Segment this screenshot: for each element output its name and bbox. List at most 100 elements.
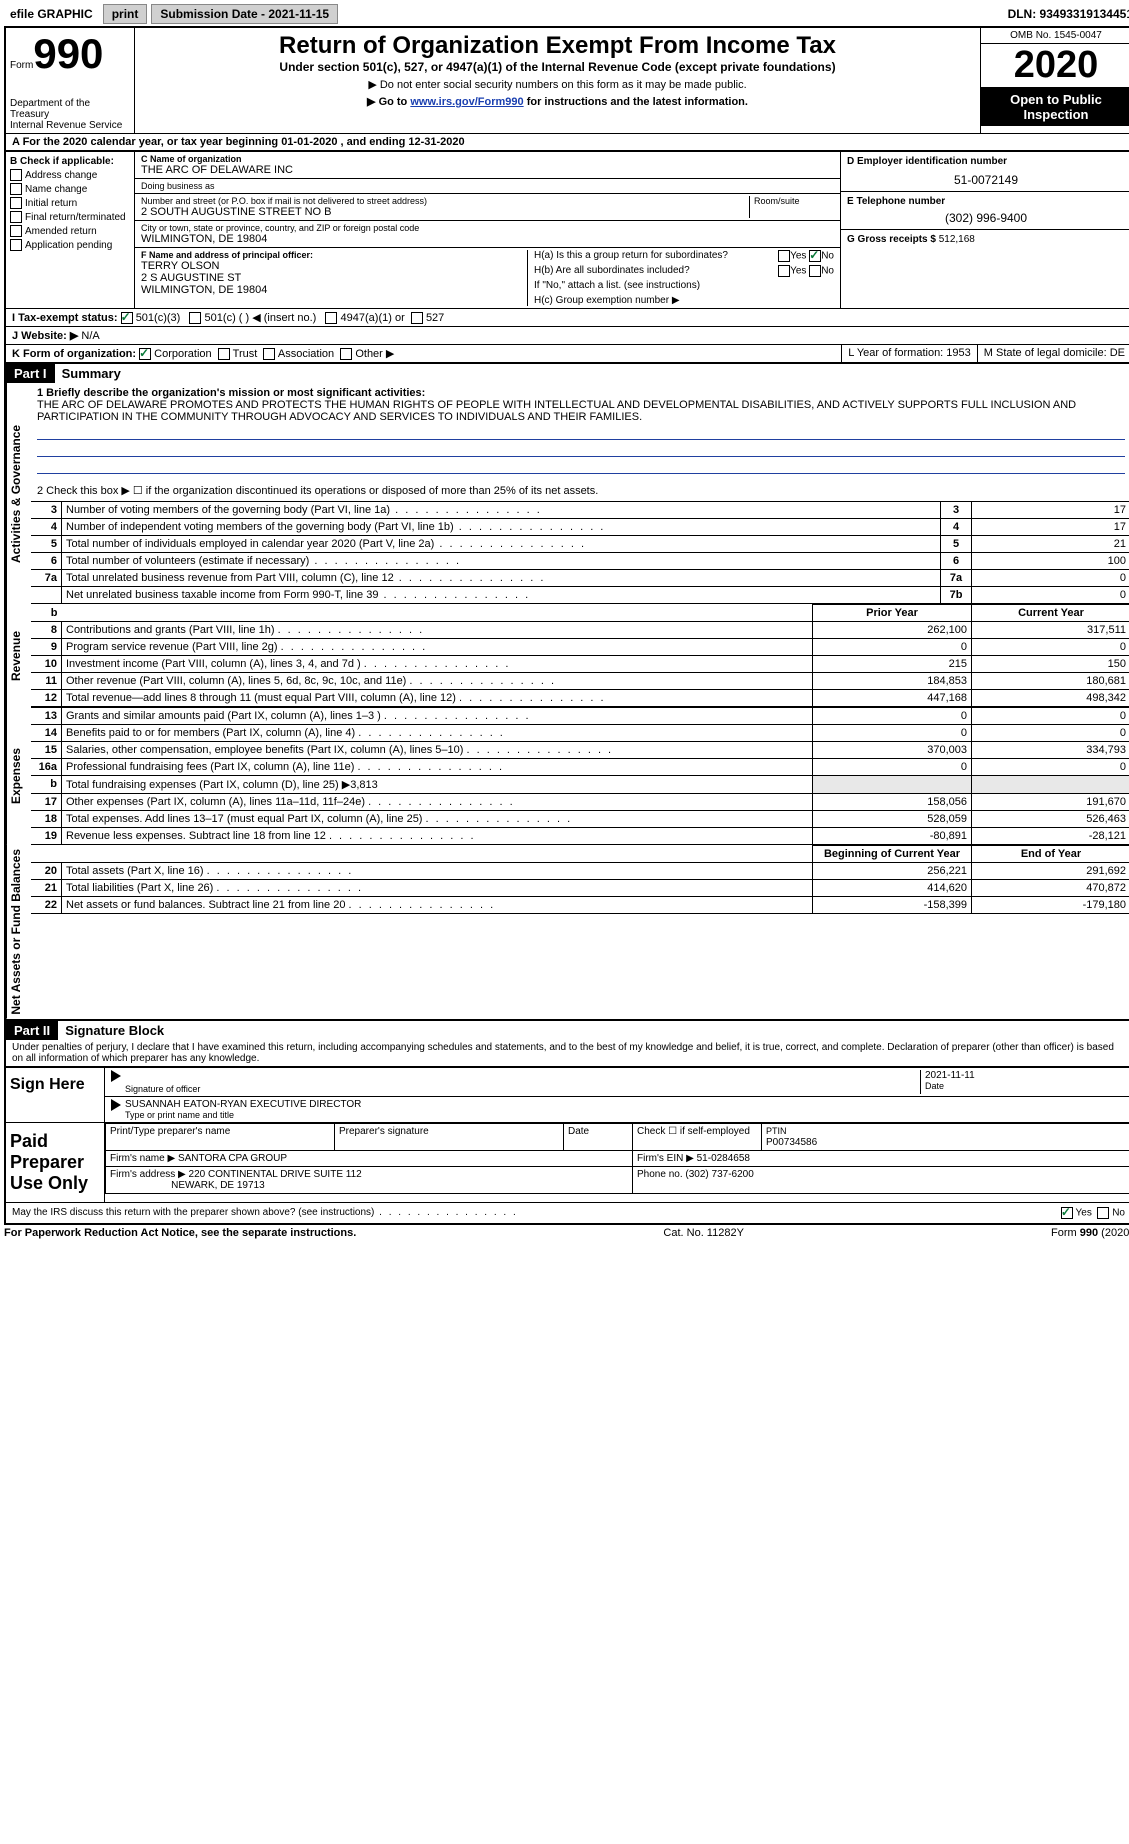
part1-title: Summary (58, 366, 121, 381)
chk-trust[interactable] (218, 348, 230, 360)
gross-receipts-value: 512,168 (939, 234, 975, 245)
tax-period-row: A For the 2020 calendar year, or tax yea… (4, 133, 1129, 150)
print-button[interactable]: print (103, 4, 148, 24)
submission-date-label: Submission Date - 2021-11-15 (151, 4, 338, 24)
firm-addr1: 220 CONTINENTAL DRIVE SUITE 112 (189, 1169, 362, 1180)
firm-name: SANTORA CPA GROUP (178, 1153, 287, 1164)
opt-527: 527 (426, 312, 444, 324)
form-prefix-text: Form (10, 60, 33, 71)
chk-501c3[interactable] (121, 312, 133, 324)
org-name: THE ARC OF DELAWARE INC (141, 164, 834, 176)
ha-yes-chk[interactable] (778, 250, 790, 262)
chk-final-return[interactable] (10, 211, 22, 223)
chk-527[interactable] (411, 312, 423, 324)
phone-label: E Telephone number (847, 196, 1125, 207)
table-row: 4Number of independent voting members of… (31, 519, 1129, 536)
street-label: Number and street (or P.O. box if mail i… (141, 196, 749, 206)
chk-4947[interactable] (325, 312, 337, 324)
chk-other[interactable] (340, 348, 352, 360)
expenses-table: 13Grants and similar amounts paid (Part … (31, 707, 1129, 845)
table-row: 17Other expenses (Part IX, column (A), l… (31, 794, 1129, 811)
side-label-governance: Activities & Governance (6, 383, 31, 604)
discuss-yes: Yes (1076, 1207, 1092, 1218)
table-row: 5Total number of individuals employed in… (31, 536, 1129, 553)
governance-table: 3Number of voting members of the governi… (31, 501, 1129, 604)
form-org-label: K Form of organization: (12, 348, 136, 360)
opt-trust: Trust (233, 348, 258, 360)
firm-name-cell: Firm's name ▶ SANTORA CPA GROUP (106, 1150, 633, 1166)
revenue-table: b Prior Year Current Year 8Contributions… (31, 604, 1129, 707)
blank-line (37, 442, 1125, 457)
hb-no-chk[interactable] (809, 265, 821, 277)
info-grid: B Check if applicable: Address change Na… (4, 150, 1129, 309)
chk-application-pending[interactable] (10, 239, 22, 251)
part1-header: Part I (6, 364, 55, 383)
form-number: Form990 (10, 30, 130, 78)
phone-value: (302) 996-9400 (847, 211, 1125, 225)
irs-link[interactable]: www.irs.gov/Form990 (410, 96, 523, 108)
firm-addr-cell: Firm's address ▶ 220 CONTINENTAL DRIVE S… (106, 1166, 633, 1193)
firm-phone-cell: Phone no. (302) 737-6200 (633, 1166, 1129, 1193)
officer-street: 2 S AUGUSTINE ST (141, 272, 527, 284)
officer-printed-name: SUSANNAH EATON-RYAN EXECUTIVE DIRECTOR (125, 1099, 1125, 1110)
col-prior-year: Prior Year (813, 605, 972, 622)
discuss-no-chk[interactable] (1097, 1207, 1109, 1219)
chk-assoc[interactable] (263, 348, 275, 360)
chk-initial-return[interactable] (10, 197, 22, 209)
side-label-revenue: Revenue (6, 604, 31, 707)
sig-date: 2021-11-11 (925, 1070, 1125, 1081)
chk-501c[interactable] (189, 312, 201, 324)
chk-corp[interactable] (139, 348, 151, 360)
ha-no-chk[interactable] (809, 250, 821, 262)
chk-amended-return[interactable] (10, 225, 22, 237)
mission-text: THE ARC OF DELAWARE PROMOTES AND PROTECT… (37, 399, 1125, 423)
opt-4947: 4947(a)(1) or (341, 312, 405, 324)
website-note: ▶ Go to www.irs.gov/Form990 for instruct… (139, 95, 976, 108)
box-b-heading: B Check if applicable: (10, 156, 130, 167)
form-title: Return of Organization Exempt From Incom… (139, 32, 976, 60)
opt-501c: 501(c) ( ) ◀ (insert no.) (205, 312, 317, 324)
penalties-text: Under penalties of perjury, I declare th… (4, 1040, 1129, 1067)
opt-assoc: Association (278, 348, 334, 360)
blank-line (37, 425, 1125, 440)
hb-yes-chk[interactable] (778, 265, 790, 277)
room-label: Room/suite (754, 196, 834, 206)
blank-cell (62, 605, 813, 622)
opt-501c3: 501(c)(3) (136, 312, 181, 324)
table-row: 19Revenue less expenses. Subtract line 1… (31, 828, 1129, 845)
chk-name-change[interactable] (10, 183, 22, 195)
firm-phone-label: Phone no. (637, 1169, 683, 1180)
signature-block: Sign Here Signature of officer 2021-11-1… (4, 1067, 1129, 1225)
note2-post: for instructions and the latest informat… (524, 96, 748, 108)
table-row: bTotal fundraising expenses (Part IX, co… (31, 776, 1129, 794)
table-row: 13Grants and similar amounts paid (Part … (31, 708, 1129, 725)
top-bar: efile GRAPHIC print Submission Date - 20… (4, 4, 1129, 24)
table-row: 7aTotal unrelated business revenue from … (31, 570, 1129, 587)
ptin-cell: PTINP00734586 (762, 1123, 1129, 1150)
prep-self-label: Check ☐ if self-employed (633, 1123, 762, 1150)
form-number-text: 990 (33, 30, 103, 77)
hb-no: No (821, 266, 834, 277)
firm-ein: 51-0284658 (697, 1153, 750, 1164)
footer-right: Form 990 (2020) (1051, 1227, 1129, 1239)
line1-label: 1 Briefly describe the organization's mi… (37, 387, 1125, 399)
table-row: 22Net assets or fund balances. Subtract … (31, 897, 1129, 914)
discuss-no: No (1112, 1207, 1125, 1218)
blank-cell: b (31, 605, 62, 622)
sig-officer-label: Signature of officer (125, 1084, 920, 1094)
officer-name: TERRY OLSON (141, 260, 527, 272)
note2-pre: ▶ Go to (367, 96, 410, 108)
page-footer: For Paperwork Reduction Act Notice, see … (4, 1225, 1129, 1241)
hb-note: If "No," attach a list. (see instruction… (534, 280, 834, 291)
part1-netassets: Net Assets or Fund Balances Beginning of… (4, 845, 1129, 1021)
table-row: 18Total expenses. Add lines 13–17 (must … (31, 811, 1129, 828)
dept-irs: Internal Revenue Service (10, 120, 130, 131)
dln-label: DLN: 93493319134451 (1008, 7, 1129, 21)
blank-cell (31, 846, 62, 863)
discuss-yes-chk[interactable] (1061, 1207, 1073, 1219)
box-k-l-m-row: K Form of organization: Corporation Trus… (4, 345, 1129, 364)
chk-address-change[interactable] (10, 169, 22, 181)
box-c: C Name of organization THE ARC OF DELAWA… (135, 152, 840, 308)
table-row: 14Benefits paid to or for members (Part … (31, 725, 1129, 742)
org-name-label: C Name of organization (141, 154, 834, 164)
